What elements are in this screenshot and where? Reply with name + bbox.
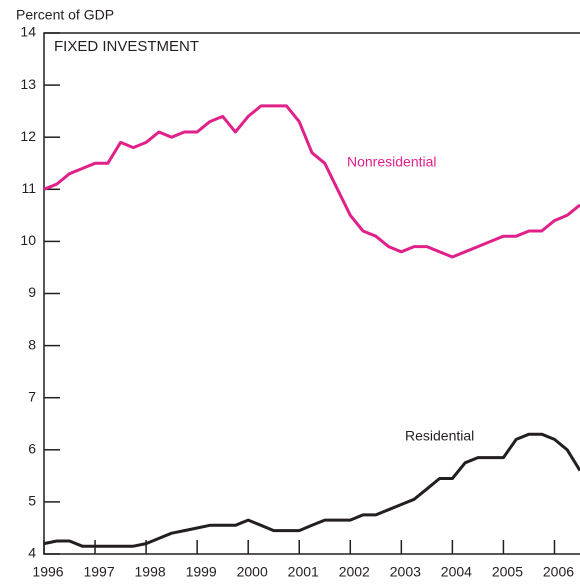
y-tick-label: 5 <box>28 493 36 509</box>
y-tick-label: 7 <box>28 388 36 404</box>
x-tick-label: 2006 <box>543 564 574 580</box>
y-tick-label: 9 <box>28 284 36 300</box>
y-tick-label: 11 <box>21 180 36 196</box>
y-tick-label: 14 <box>20 24 36 40</box>
y-tick-label: 13 <box>20 76 36 92</box>
x-tick-label: 1998 <box>135 564 166 580</box>
plot-frame <box>43 32 580 555</box>
y-tick-label: 4 <box>28 545 36 561</box>
x-tick-label: 1999 <box>186 564 217 580</box>
x-tick-label: 1996 <box>32 564 63 580</box>
series-line <box>43 104 580 259</box>
x-tick-label: 2000 <box>237 564 268 580</box>
x-tick-label: 2003 <box>390 564 421 580</box>
y-axis-label: Percent of GDP <box>16 7 114 23</box>
y-tick-label: 8 <box>28 336 36 352</box>
x-tick-label: 2002 <box>339 564 370 580</box>
x-tick-label: 2005 <box>492 564 523 580</box>
series-label: Residential <box>405 428 474 444</box>
x-tick-label: 1997 <box>83 564 114 580</box>
series-line <box>43 432 580 548</box>
x-tick-label: 2004 <box>441 564 472 580</box>
y-tick-label: 12 <box>20 128 36 144</box>
series-label: Nonresidential <box>347 154 437 170</box>
chart-title: FIXED INVESTMENT <box>54 38 199 55</box>
y-tick-label: 10 <box>20 232 36 248</box>
x-tick-label: 2001 <box>288 564 319 580</box>
y-tick-label: 6 <box>28 441 36 457</box>
